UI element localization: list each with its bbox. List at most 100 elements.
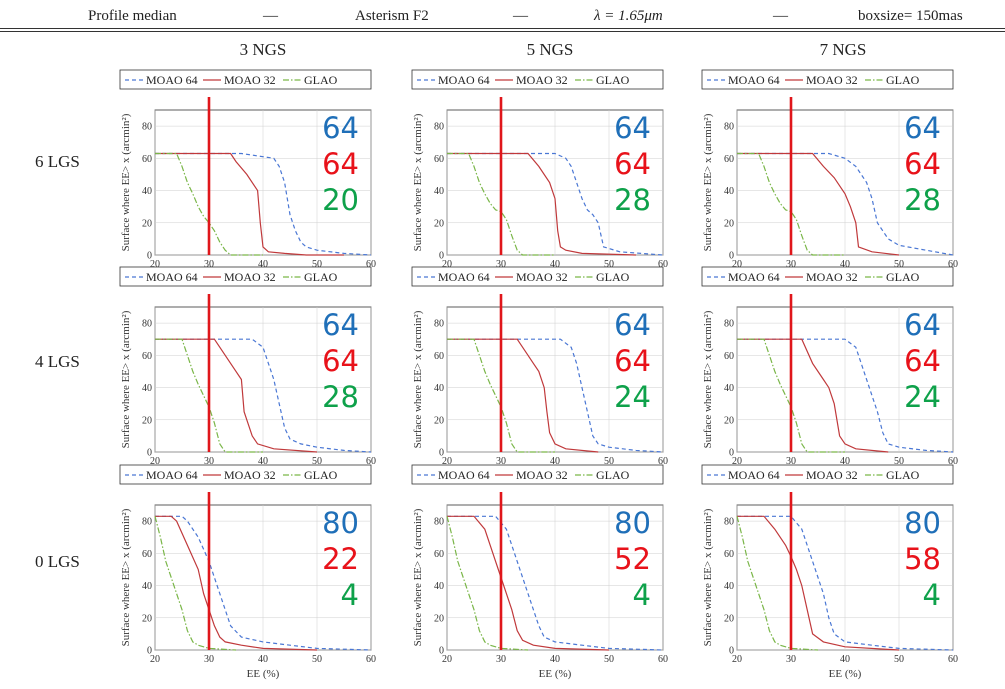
y-tick-label: 80 [434,517,444,528]
series-line-glao [737,152,845,256]
x-tick-label: 20 [150,654,160,665]
x-tick-label: 50 [604,259,614,270]
y-axis-label: Surface where EE> x (arcmin²) [702,310,714,448]
number-moao32: 64 [322,147,359,181]
legend-label-moao64: MOAO 64 [728,468,780,482]
x-tick-label: 20 [442,456,452,467]
y-tick-label: 0 [729,448,734,459]
number-glao: 4 [633,578,651,612]
x-tick-label: 40 [258,654,268,665]
legend: MOAO 64 MOAO 32 GLAO [411,69,664,90]
y-tick-label: 60 [142,154,152,165]
legend: MOAO 64 MOAO 32 GLAO [119,266,372,287]
y-tick-label: 60 [434,154,444,165]
y-tick-label: 20 [434,415,444,426]
series-line-moao32 [447,515,610,651]
x-tick-label: 50 [894,259,904,270]
row-label-6lgs: 6 LGS [35,152,80,171]
legend-label-glao: GLAO [886,270,920,284]
x-tick-label: 30 [204,654,214,665]
x-tick-label: 60 [366,456,376,467]
x-tick-label: 50 [604,654,614,665]
legend-box [701,266,954,287]
x-tick-label: 20 [442,259,452,270]
y-tick-label: 0 [439,646,444,657]
x-axis-label: EE (%) [829,668,862,680]
number-moao64: 64 [322,111,359,145]
legend-label-glao: GLAO [596,270,630,284]
legend: MOAO 64 MOAO 32 GLAO [119,464,372,485]
number-moao32: 64 [904,147,941,181]
series-line-moao32 [447,152,637,256]
number-moao64: 64 [904,111,941,145]
x-tick-label: 60 [658,654,668,665]
x-tick-label: 50 [312,456,322,467]
legend-label-moao32: MOAO 32 [224,270,276,284]
y-tick-label: 60 [434,549,444,560]
x-tick-label: 60 [948,654,958,665]
y-axis-label: Surface where EE> x (arcmin²) [412,508,424,646]
x-tick-label: 30 [496,259,506,270]
y-axis-label: Surface where EE> x (arcmin²) [120,310,132,448]
series-line-glao [446,516,529,651]
series-line-moao64 [155,515,372,651]
legend-label-moao32: MOAO 32 [806,270,858,284]
x-tick-label: 20 [150,456,160,467]
number-moao64: 64 [614,308,651,342]
legend-box [701,464,954,485]
number-glao: 28 [322,380,359,414]
y-tick-label: 0 [729,646,734,657]
series-line-moao64 [155,152,372,256]
header-rule-1 [0,28,1005,29]
legend-label-moao64: MOAO 64 [438,270,490,284]
x-tick-label: 50 [894,654,904,665]
x-tick-label: 20 [150,259,160,270]
legend-label-moao64: MOAO 64 [146,270,198,284]
x-tick-label: 30 [204,259,214,270]
x-tick-label: 40 [550,259,560,270]
legend: MOAO 64 MOAO 32 GLAO [119,69,372,90]
x-tick-label: 30 [204,456,214,467]
legend-label-glao: GLAO [304,73,338,87]
y-tick-label: 60 [434,351,444,362]
number-glao: 4 [923,578,941,612]
row-label-4lgs: 4 LGS [35,352,80,371]
series-line-glao [736,516,819,651]
series-line-glao [447,152,555,256]
y-tick-label: 40 [142,581,152,592]
x-tick-label: 60 [658,259,668,270]
legend-label-moao32: MOAO 32 [806,73,858,87]
legend: MOAO 64 MOAO 32 GLAO [411,266,664,287]
column-header-3ngs: 3 NGS [239,40,287,59]
legend: MOAO 64 MOAO 32 GLAO [411,464,664,485]
number-moao32: 64 [904,344,941,378]
y-tick-label: 20 [434,613,444,624]
y-tick-label: 40 [142,383,152,394]
header-separator-2: — [513,8,528,24]
column-header-5ngs: 5 NGS [526,40,574,59]
y-tick-label: 40 [434,186,444,197]
y-tick-label: 40 [724,581,734,592]
series-line-glao [737,338,845,453]
series-line-moao32 [155,515,318,651]
y-tick-label: 0 [147,646,152,657]
legend-label-moao64: MOAO 64 [728,73,780,87]
row-label-0lgs: 0 LGS [35,552,80,571]
legend-label-moao64: MOAO 64 [146,73,198,87]
legend-box [119,266,372,287]
x-tick-label: 40 [550,654,560,665]
x-tick-label: 20 [732,654,742,665]
x-tick-label: 50 [312,259,322,270]
number-moao32: 22 [322,542,359,576]
series-line-moao64 [737,515,954,651]
y-tick-label: 40 [434,581,444,592]
y-tick-label: 60 [724,549,734,560]
legend: MOAO 64 MOAO 32 GLAO [701,266,954,287]
x-tick-label: 30 [786,654,796,665]
series-line-moao64 [737,338,954,453]
number-moao64: 80 [904,506,941,540]
legend-box [119,464,372,485]
